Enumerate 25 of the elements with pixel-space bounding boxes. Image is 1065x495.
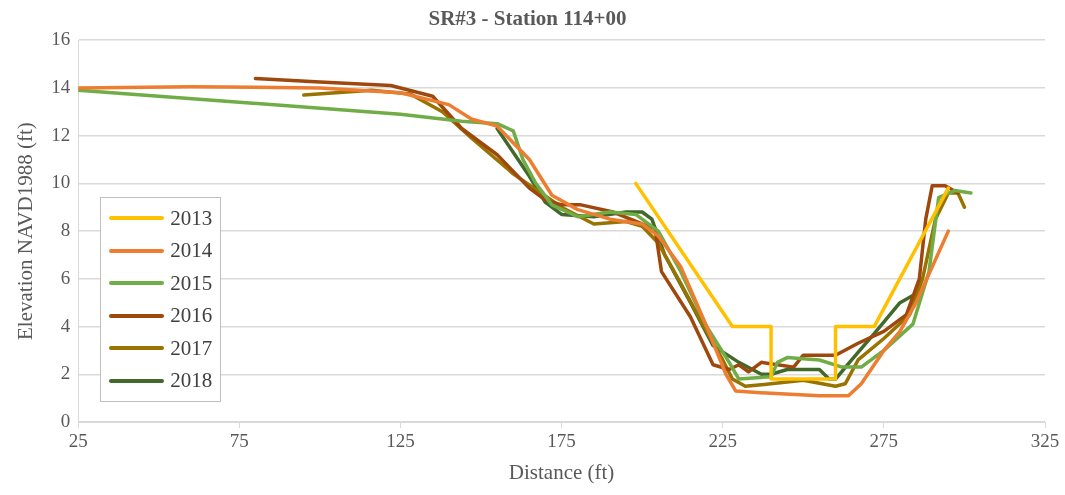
y-tick-label: 4 [60, 314, 71, 336]
legend-label: 2013 [170, 205, 213, 231]
legend-label: 2018 [170, 368, 213, 394]
y-axis-title: Elevation NAVD1988 (ft) [13, 122, 38, 340]
legend-label: 2017 [170, 335, 213, 361]
x-tick-label: 25 [68, 430, 88, 452]
x-tick-label: 175 [547, 430, 576, 452]
legend-label: 2014 [170, 238, 213, 264]
y-tick-label: 8 [60, 219, 71, 241]
x-tick-label: 75 [229, 430, 249, 452]
x-tick-label: 225 [708, 430, 737, 452]
y-tick-label: 12 [51, 123, 71, 145]
x-tick-label: 275 [869, 430, 899, 452]
x-tick-label: 325 [1030, 430, 1060, 452]
y-tick-label: 16 [51, 28, 71, 50]
legend-label: 2016 [170, 303, 213, 329]
y-tick-label: 6 [60, 266, 71, 288]
x-tick-label: 125 [386, 430, 415, 452]
y-tick-label: 10 [51, 171, 71, 193]
legend-label: 2015 [170, 270, 213, 296]
x-axis-title: Distance (ft) [508, 459, 615, 484]
y-tick-label: 0 [60, 409, 71, 431]
y-tick-label: 14 [51, 75, 71, 97]
chart-title: SR#3 - Station 114+00 [428, 6, 627, 31]
y-tick-label: 2 [60, 362, 71, 384]
